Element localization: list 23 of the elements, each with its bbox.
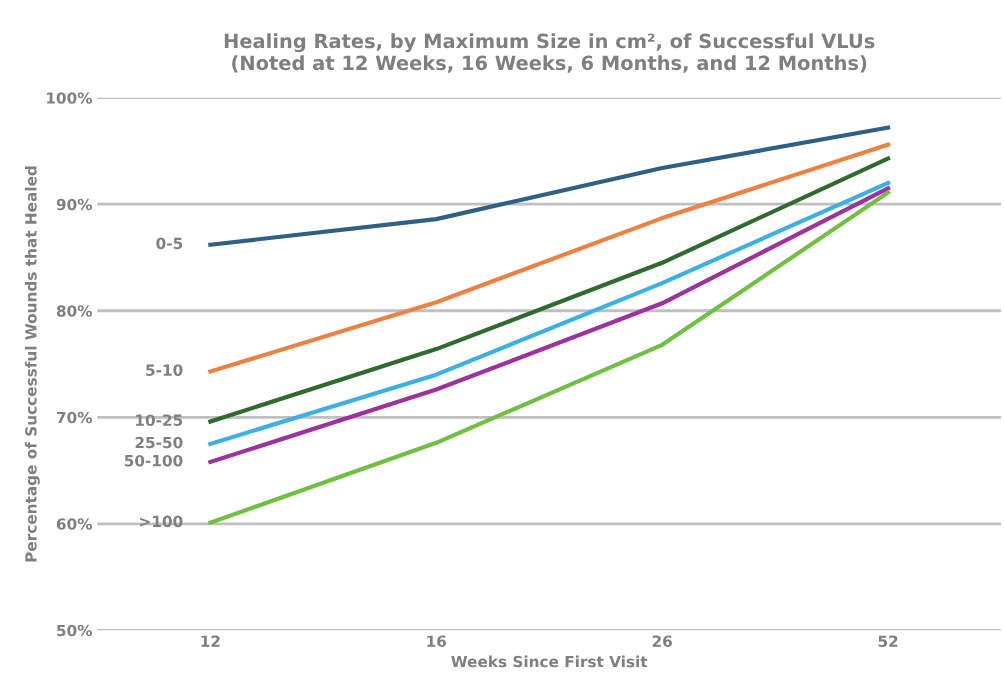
series-label: 5-10	[146, 364, 183, 376]
y-tick-label: 80%	[56, 305, 93, 317]
x-tick-label: 26	[652, 635, 672, 647]
series-label: 10-25	[136, 414, 183, 426]
series-label: 50-100	[124, 454, 183, 467]
chart-title: Healing Rates, by Maximum Size in cm², of Successful VLUs (Noted at 12 Weeks, 16 Weeks, 6 Months, and 12 Months)	[224, 33, 875, 73]
y-tick-label: 60%	[56, 518, 93, 530]
y-axis-title: Percentage of Successful Wounds that Healed	[24, 166, 40, 562]
x-tick-label: 52	[878, 635, 898, 647]
y-tick-label: 70%	[56, 411, 93, 424]
series-label: 0-5	[156, 237, 183, 250]
line-series	[208, 156, 891, 424]
line-series	[208, 190, 891, 525]
y-tick-label: 50%	[57, 624, 93, 637]
x-axis-title: Weeks Since First Visit	[451, 655, 648, 668]
x-tick-label: 12	[201, 635, 220, 647]
series-label: >100	[140, 515, 183, 528]
x-tick-label: 16	[427, 635, 447, 647]
line-series	[208, 125, 891, 247]
y-tick-label: 90%	[56, 198, 93, 211]
series-label: 25-50	[135, 436, 183, 449]
y-tick-label: 100%	[47, 92, 93, 104]
line-series	[208, 142, 891, 374]
